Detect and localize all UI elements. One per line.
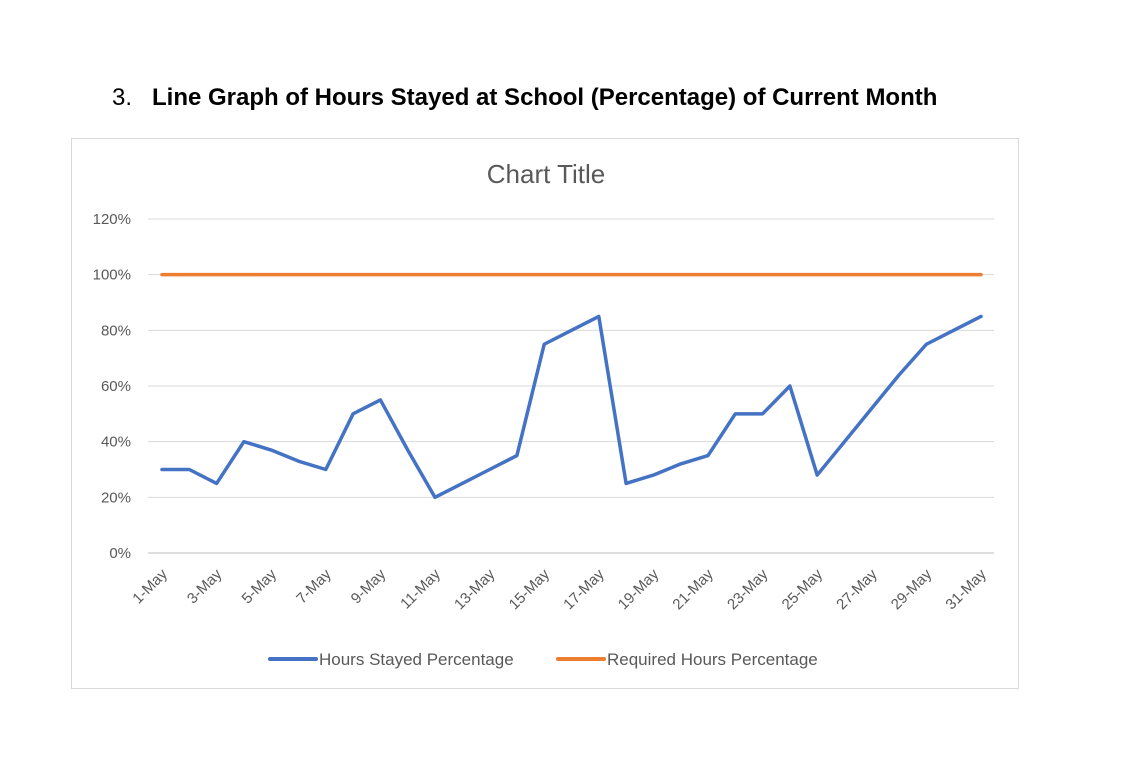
x-tick-label: 13-May [451, 565, 499, 613]
chart-frame [71, 138, 1019, 689]
gridlines [148, 218, 994, 554]
x-tick-label: 31-May [942, 565, 990, 613]
series-line-hours-stayed-percentage [160, 314, 983, 500]
x-tick-label: 15-May [506, 565, 554, 613]
x-tick-label: 5-May [239, 565, 281, 607]
x-tick-label: 17-May [560, 565, 608, 613]
x-axis-labels: 1-May 3-May 5-May 7-May 9-May 11-May 13-May 15-… [129, 565, 990, 613]
x-tick-label: 19-May [615, 565, 663, 613]
x-tick-label: 29-May [888, 565, 936, 613]
section-number: 3. [112, 84, 133, 111]
section-heading: 3. Line Graph of Hours Stayed at School (… [112, 84, 937, 112]
y-tick-label: 20% [101, 489, 131, 506]
x-tick-label: 25-May [779, 565, 827, 613]
y-axis-labels: 0% 20% 40% 60% 80% 100% 120% [93, 211, 131, 562]
legend-label: Hours Stayed Percentage [319, 650, 514, 669]
y-tick-label: 0% [109, 545, 131, 562]
x-tick-label: 23-May [724, 565, 772, 613]
x-tick-label: 7-May [293, 565, 335, 607]
x-tick-label: 27-May [833, 565, 881, 613]
chart-title: Chart Title [487, 159, 606, 189]
x-tick-label: 11-May [397, 565, 444, 612]
y-tick-label: 80% [101, 322, 131, 339]
y-tick-label: 120% [93, 211, 131, 228]
section-title: Line Graph of Hours Stayed at School (Pe… [152, 84, 938, 111]
y-tick-label: 40% [101, 434, 131, 451]
y-tick-label: 60% [101, 378, 131, 395]
series-lines [160, 272, 983, 500]
legend: Hours Stayed Percentage Required Hours Pe… [268, 650, 818, 669]
x-tick-label: 21-May [669, 565, 717, 613]
x-tick-label: 1-May [129, 565, 171, 607]
y-tick-label: 100% [93, 267, 131, 284]
x-tick-label: 3-May [184, 565, 226, 607]
x-tick-label: 9-May [348, 565, 390, 607]
legend-label: Required Hours Percentage [607, 650, 818, 669]
